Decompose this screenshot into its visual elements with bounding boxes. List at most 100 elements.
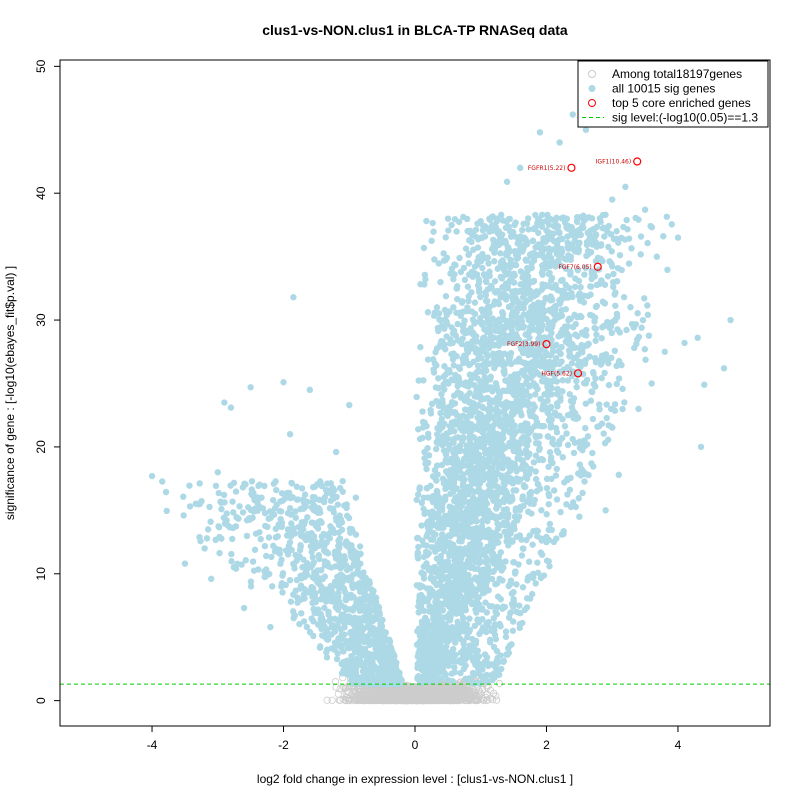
sig-gene-point <box>494 603 501 611</box>
sig-gene-point <box>487 513 494 521</box>
sig-gene-point <box>558 358 565 365</box>
sig-gene-point <box>462 597 470 605</box>
sig-gene-point <box>526 351 533 358</box>
sig-gene-point <box>478 570 485 578</box>
sig-gene-point <box>426 602 433 610</box>
sig-gene-point <box>623 216 630 224</box>
sig-gene-point <box>269 583 276 590</box>
sig-gene-point <box>634 310 641 317</box>
sig-gene-point <box>513 608 520 615</box>
sig-gene-point <box>588 271 596 278</box>
sig-gene-point <box>635 333 643 341</box>
sig-gene-point <box>522 447 530 454</box>
sig-gene-point <box>483 654 491 661</box>
sig-gene-point <box>474 565 482 573</box>
sig-gene-point <box>532 391 539 398</box>
sig-gene-point <box>446 472 453 479</box>
sig-gene-point <box>463 462 470 469</box>
nonsig-gene-point <box>437 682 445 690</box>
sig-gene-point <box>453 411 460 419</box>
sig-gene-point <box>462 245 470 252</box>
sig-gene-point <box>592 303 600 311</box>
sig-gene-point <box>432 498 439 505</box>
sig-gene-point <box>207 518 214 525</box>
sig-gene-point <box>531 403 538 411</box>
sig-gene-point <box>610 235 618 243</box>
sig-gene-point <box>453 473 461 481</box>
sig-gene-point <box>450 645 457 653</box>
sig-gene-point <box>529 237 537 244</box>
sig-gene-point <box>564 233 571 240</box>
sig-gene-point <box>549 365 556 373</box>
sig-gene-point <box>475 288 483 296</box>
sig-gene-point <box>450 304 457 311</box>
nonsig-gene-point <box>424 690 432 698</box>
sig-gene-point <box>435 375 442 382</box>
sig-gene-point <box>564 377 572 384</box>
sig-gene-point <box>571 283 579 291</box>
sig-gene-point <box>495 489 502 496</box>
sig-gene-point <box>486 327 493 334</box>
sig-gene-point <box>601 369 608 377</box>
sig-gene-point <box>466 590 474 598</box>
sig-gene-point <box>486 404 493 412</box>
sig-gene-point <box>484 474 492 481</box>
sig-gene-point <box>420 563 428 570</box>
sig-gene-point <box>467 447 475 455</box>
sig-gene-point <box>434 488 441 495</box>
nonsig-gene-point <box>432 691 440 700</box>
sig-gene-point <box>425 654 432 662</box>
sig-gene-point <box>482 547 489 555</box>
sig-gene-point <box>564 441 572 449</box>
sig-gene-point <box>588 388 595 395</box>
sig-gene-point <box>449 678 456 685</box>
sig-gene-point <box>496 671 503 678</box>
sig-gene-point <box>465 293 472 300</box>
sig-gene-point <box>482 599 489 606</box>
sig-gene-point <box>565 284 573 292</box>
sig-gene-point <box>489 388 496 395</box>
sig-gene-point <box>572 331 579 338</box>
sig-gene-point <box>461 397 469 404</box>
sig-gene-point <box>447 545 454 552</box>
sig-gene-point <box>516 246 523 253</box>
sig-gene-point <box>498 258 505 265</box>
sig-gene-point <box>590 380 597 388</box>
sig-gene-point <box>499 401 506 409</box>
sig-gene-point <box>509 435 516 442</box>
sig-gene-point <box>545 526 552 534</box>
sig-gene-point <box>566 333 573 340</box>
sig-gene-point <box>456 254 463 262</box>
sig-gene-point <box>604 318 611 326</box>
sig-gene-point <box>584 229 591 237</box>
sig-gene-point <box>460 308 467 315</box>
sig-gene-point <box>435 384 442 392</box>
sig-gene-point <box>450 435 458 443</box>
sig-gene-point <box>460 515 468 522</box>
sig-gene-point <box>568 224 575 231</box>
sig-gene-point <box>460 620 467 627</box>
sig-gene-point <box>525 573 533 581</box>
sig-gene-point <box>664 266 671 274</box>
sig-gene-point <box>485 455 493 462</box>
sig-gene-point <box>476 551 483 559</box>
nonsig-gene-point <box>406 682 414 690</box>
sig-gene-point <box>543 533 550 541</box>
sig-gene-point <box>571 311 578 319</box>
nonsig-gene-point <box>417 695 426 703</box>
sig-gene-point <box>414 675 422 683</box>
sig-gene-point <box>484 305 491 313</box>
sig-gene-point <box>589 236 597 244</box>
sig-gene-point <box>568 289 575 297</box>
sig-gene-point <box>526 490 533 497</box>
sig-gene-point <box>577 312 584 320</box>
sig-gene-point <box>438 601 446 608</box>
sig-gene-point <box>448 221 455 229</box>
sig-gene-point <box>573 218 581 226</box>
nonsig-gene-point <box>451 694 459 703</box>
sig-gene-point <box>418 605 425 612</box>
nonsig-gene-point <box>431 693 439 701</box>
nonsig-gene-point <box>444 694 452 702</box>
sig-gene-point <box>538 507 545 514</box>
sig-gene-point <box>434 677 441 685</box>
